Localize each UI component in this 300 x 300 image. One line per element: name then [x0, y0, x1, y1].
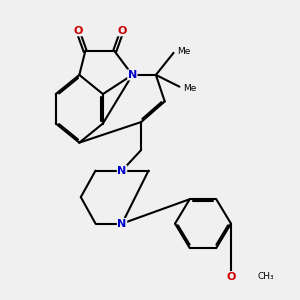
Text: N: N	[128, 70, 137, 80]
Text: CH₃: CH₃	[257, 272, 274, 281]
Text: N: N	[117, 219, 127, 229]
Text: Me: Me	[177, 47, 190, 56]
Text: N: N	[117, 166, 127, 176]
Text: O: O	[117, 26, 127, 36]
Text: O: O	[73, 26, 83, 36]
Text: O: O	[226, 272, 236, 282]
Text: Me: Me	[183, 84, 196, 93]
